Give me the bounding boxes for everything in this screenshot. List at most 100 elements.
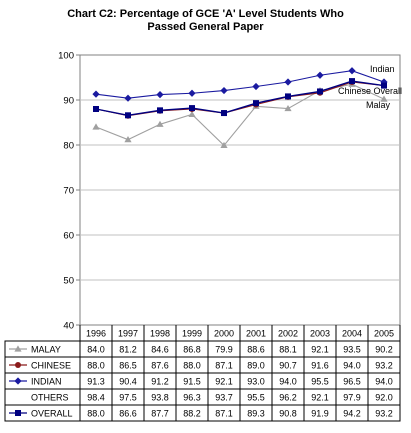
data-point-overall — [285, 93, 291, 100]
data-point-malay — [92, 123, 100, 130]
table-cell-value: 90.4 — [119, 376, 137, 386]
table-cell-value: 93.7 — [215, 392, 233, 402]
data-point-overall — [317, 88, 323, 95]
table-cell-value: 94.0 — [343, 360, 361, 370]
series-line-indian — [95, 70, 385, 99]
table-cell-value: 89.3 — [247, 408, 265, 418]
table-cell-value: 94.0 — [375, 376, 393, 386]
table-header-year: 2002 — [278, 329, 298, 339]
chart-title-line1: Chart C2: Percentage of GCE 'A' Level St… — [67, 8, 344, 20]
table-cell-value: 86.5 — [119, 360, 137, 370]
data-point-malay — [380, 95, 388, 102]
table-header-year: 2004 — [342, 329, 362, 339]
table-cell-value: 91.9 — [311, 408, 329, 418]
data-point-malay — [124, 136, 132, 143]
legend-key-marker-malay — [14, 345, 22, 352]
table-cell-value: 89.0 — [247, 360, 265, 370]
table-cell-value: 93.2 — [375, 408, 393, 418]
table-cell-value: 79.9 — [215, 344, 233, 354]
series-label-malay: Malay — [366, 100, 391, 110]
data-point-indian — [252, 82, 260, 91]
table-header-year: 2000 — [214, 329, 234, 339]
table-cell-value: 87.7 — [151, 408, 169, 418]
table-row-label: OTHERS — [31, 392, 69, 402]
legend-key-marker-indian — [14, 377, 22, 385]
table-cell-value: 93.0 — [247, 376, 265, 386]
series-label-chinese-overall: Chinese Overall — [338, 86, 402, 96]
data-point-indian — [220, 86, 228, 95]
table-header-year: 1996 — [86, 329, 106, 339]
table-cell-value: 95.5 — [311, 376, 329, 386]
y-tick-label: 80 — [63, 141, 74, 152]
data-point-overall — [221, 110, 227, 117]
table-cell-value: 86.6 — [119, 408, 137, 418]
table-cell-value: 87.1 — [215, 408, 233, 418]
table-cell-value: 90.7 — [279, 360, 297, 370]
data-point-malay — [284, 104, 292, 112]
data-point-malay — [220, 141, 228, 149]
data-point-overall — [125, 112, 131, 119]
table-cell-value: 98.4 — [87, 392, 105, 402]
data-point-indian — [124, 94, 132, 102]
table-cell-value: 94.2 — [343, 408, 361, 418]
table-row-label: OVERALL — [31, 408, 73, 418]
data-point-overall — [93, 106, 99, 112]
table-row-label: CHINESE — [31, 360, 71, 370]
data-point-malay — [188, 110, 196, 117]
table-header-year: 1999 — [182, 329, 202, 339]
table-cell-value: 90.8 — [279, 408, 297, 418]
data-point-overall — [157, 107, 163, 114]
table-cell-value: 88.0 — [183, 360, 201, 370]
y-tick-label: 60 — [63, 231, 74, 242]
table-row-label: MALAY — [31, 344, 61, 354]
data-point-indian — [156, 91, 164, 99]
table-cell-value: 96.5 — [343, 376, 361, 386]
table-cell-value: 97.9 — [343, 392, 361, 402]
table-cell-value: 88.1 — [279, 344, 297, 354]
data-point-indian — [284, 78, 292, 86]
series-line-overall — [95, 80, 385, 117]
table-cell-value: 88.2 — [183, 408, 201, 418]
table-cell-value: 84.6 — [151, 344, 169, 354]
data-point-indian — [348, 67, 356, 75]
table-header-year: 1998 — [150, 329, 170, 339]
data-point-overall — [381, 82, 387, 89]
table-cell-value: 81.2 — [119, 344, 137, 354]
legend-key-marker-overall — [15, 410, 21, 416]
table-cell-value: 92.1 — [311, 392, 329, 402]
table-cell-value: 87.6 — [151, 360, 169, 370]
table-cell-value: 97.5 — [119, 392, 137, 402]
table-cell-value: 93.5 — [343, 344, 361, 354]
table-cell-value: 93.2 — [375, 360, 393, 370]
table-cell-value: 91.5 — [183, 376, 201, 386]
data-point-indian — [92, 90, 100, 98]
table-cell-value: 91.3 — [87, 376, 105, 386]
table-cell-value: 94.0 — [279, 376, 297, 386]
y-tick-label: 70 — [63, 186, 74, 197]
table-cell-value: 88.0 — [87, 408, 105, 418]
table-cell-value: 87.1 — [215, 360, 233, 370]
y-tick-label: 90 — [63, 96, 74, 107]
series-label-indian: Indian — [370, 64, 395, 74]
table-cell-value: 96.2 — [279, 392, 297, 402]
table-row-label: INDIAN — [31, 376, 62, 386]
table-cell-value: 96.3 — [183, 392, 201, 402]
table-cell-value: 92.0 — [375, 392, 393, 402]
table-cell-value: 91.2 — [151, 376, 169, 386]
table-cell-value: 95.5 — [247, 392, 265, 402]
table-cell-value: 84.0 — [87, 344, 105, 354]
table-header-year: 2005 — [374, 329, 394, 339]
table-header-year: 2001 — [246, 329, 266, 339]
table-cell-value: 90.2 — [375, 344, 393, 354]
table-header-year: 1997 — [118, 329, 138, 339]
table-cell-value: 91.6 — [311, 360, 329, 370]
data-point-malay — [156, 120, 164, 127]
data-point-overall — [253, 100, 259, 107]
table-cell-value: 88.0 — [87, 360, 105, 370]
table-cell-value: 93.8 — [151, 392, 169, 402]
table-cell-value: 86.8 — [183, 344, 201, 354]
y-tick-label: 100 — [58, 51, 74, 62]
data-point-overall — [349, 78, 355, 85]
